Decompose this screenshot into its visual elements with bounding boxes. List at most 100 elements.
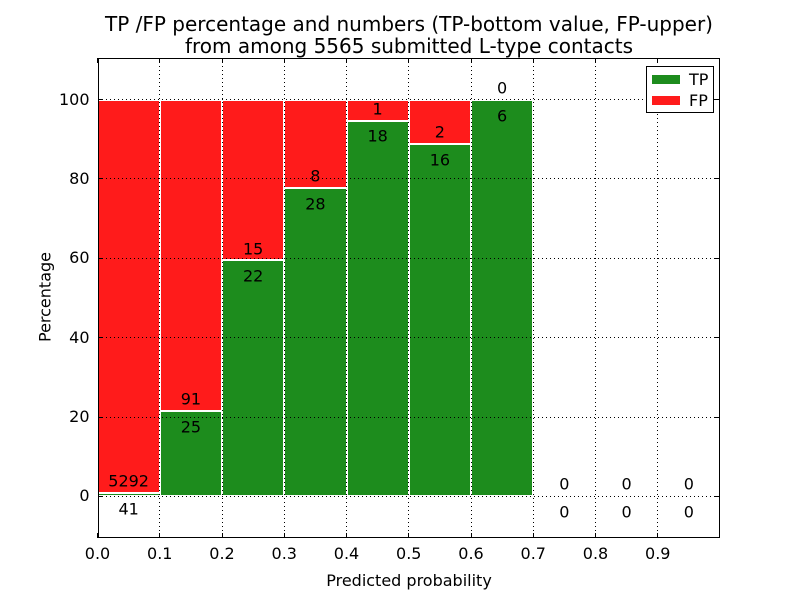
fp-count-label: 0 — [559, 474, 570, 494]
chart-title: TP /FP percentage and numbers (TP-bottom… — [105, 13, 713, 57]
v-gridline — [346, 58, 347, 538]
x-tick-label: 0.9 — [645, 544, 671, 563]
x-tick-label: 0.8 — [582, 544, 609, 563]
y-tick-right — [715, 337, 720, 339]
x-tick-label: 0.2 — [209, 544, 235, 563]
x-tick-top — [532, 58, 534, 63]
x-tick-label: 0.1 — [147, 544, 173, 563]
tp-count-label: 28 — [305, 194, 326, 214]
y-tick-left — [97, 495, 103, 497]
chart-title-line2: from among 5565 submitted L-type contact… — [184, 34, 634, 58]
fp-bar-segment — [408, 99, 471, 144]
x-tick-top — [408, 58, 410, 63]
fp-count-label: 0 — [497, 78, 508, 98]
x-tick-top — [283, 58, 285, 63]
x-tick-bottom — [97, 533, 98, 538]
fp-bar-segment — [222, 99, 285, 261]
y-tick-right — [715, 416, 720, 418]
fp-bar-segment — [97, 99, 160, 494]
tp-count-label: 0 — [683, 502, 694, 522]
x-tick-bottom — [532, 533, 534, 538]
x-tick-label: 0.7 — [520, 544, 546, 563]
y-tick-label: 80 — [69, 168, 90, 188]
fp-color-swatch — [652, 95, 680, 105]
v-gridline — [595, 58, 596, 538]
y-tick-label: 20 — [69, 407, 90, 426]
tp-count-label: 41 — [118, 499, 139, 519]
legend-label-fp: FP — [689, 90, 708, 110]
x-tick-top — [595, 58, 596, 63]
x-tick-bottom — [221, 533, 223, 538]
tp-bar-segment — [222, 260, 285, 497]
x-tick-label: 0.0 — [84, 544, 111, 563]
x-tick-bottom — [657, 533, 659, 538]
x-tick-label: 0.5 — [396, 544, 422, 563]
legend-item-tp: TP — [652, 71, 708, 88]
y-tick-left — [97, 178, 103, 180]
x-tick-bottom — [346, 533, 347, 538]
y-tick-label: 60 — [69, 248, 90, 268]
fp-count-label: 15 — [242, 239, 264, 259]
x-tick-label: 0.3 — [271, 544, 297, 563]
legend: TP FP — [646, 66, 714, 113]
x-tick-top — [346, 58, 347, 63]
tp-count-label: 18 — [367, 126, 388, 146]
v-gridline — [532, 58, 534, 538]
x-tick-top — [159, 58, 161, 63]
x-tick-top — [97, 58, 98, 63]
legend-label-tp: TP — [689, 69, 709, 89]
fp-count-label: 1 — [372, 99, 383, 119]
y-tick-right — [715, 495, 720, 497]
fp-count-label: 0 — [683, 474, 694, 494]
x-tick-bottom — [408, 533, 410, 538]
v-gridline — [408, 58, 410, 538]
tp-count-label: 6 — [497, 106, 508, 126]
tp-bar-segment — [408, 143, 471, 497]
fp-count-label: 2 — [434, 122, 445, 142]
x-tick-bottom — [159, 533, 161, 538]
y-tick-right — [715, 99, 720, 101]
tp-count-label: 0 — [559, 502, 570, 522]
tp-count-label: 16 — [429, 150, 451, 170]
tp-bar-segment — [284, 187, 347, 497]
y-tick-right — [715, 257, 720, 259]
x-tick-bottom — [283, 533, 285, 538]
x-tick-top — [221, 58, 223, 63]
fp-count-label: 8 — [310, 166, 321, 186]
fp-bar-segment — [159, 99, 222, 411]
tp-bar-segment — [159, 410, 222, 497]
tp-bar-segment — [471, 99, 534, 497]
x-axis-label: Predicted probability — [326, 571, 492, 590]
tp-bar-segment — [346, 120, 409, 497]
tp-count-label: 25 — [180, 417, 202, 437]
v-gridline — [283, 58, 285, 538]
x-tick-top — [657, 58, 659, 63]
fp-count-label: 91 — [180, 389, 202, 409]
y-tick-label: 40 — [69, 327, 90, 347]
v-gridline — [221, 58, 223, 538]
tp-color-swatch — [652, 74, 680, 84]
chart-title-line1: TP /FP percentage and numbers (TP-bottom… — [105, 12, 713, 36]
fp-count-label: 5292 — [108, 471, 149, 491]
y-tick-right — [715, 178, 720, 180]
legend-item-fp: FP — [652, 92, 708, 109]
fp-bar-segment — [284, 99, 347, 188]
y-tick-left — [97, 257, 103, 259]
v-gridline — [470, 58, 472, 538]
y-tick-label: 100 — [58, 89, 90, 109]
y-tick-left — [97, 416, 103, 418]
x-tick-label: 0.4 — [333, 544, 360, 563]
y-axis-label: Percentage — [35, 251, 55, 343]
tp-count-label: 0 — [621, 502, 632, 522]
x-tick-bottom — [470, 533, 472, 538]
x-tick-bottom — [595, 533, 596, 538]
x-tick-label: 0.6 — [458, 544, 484, 563]
y-tick-left — [97, 99, 103, 101]
v-gridline — [159, 58, 161, 538]
v-gridline — [657, 58, 659, 538]
y-tick-label: 0 — [79, 486, 90, 506]
x-tick-top — [470, 58, 472, 63]
tp-count-label: 22 — [242, 266, 264, 286]
